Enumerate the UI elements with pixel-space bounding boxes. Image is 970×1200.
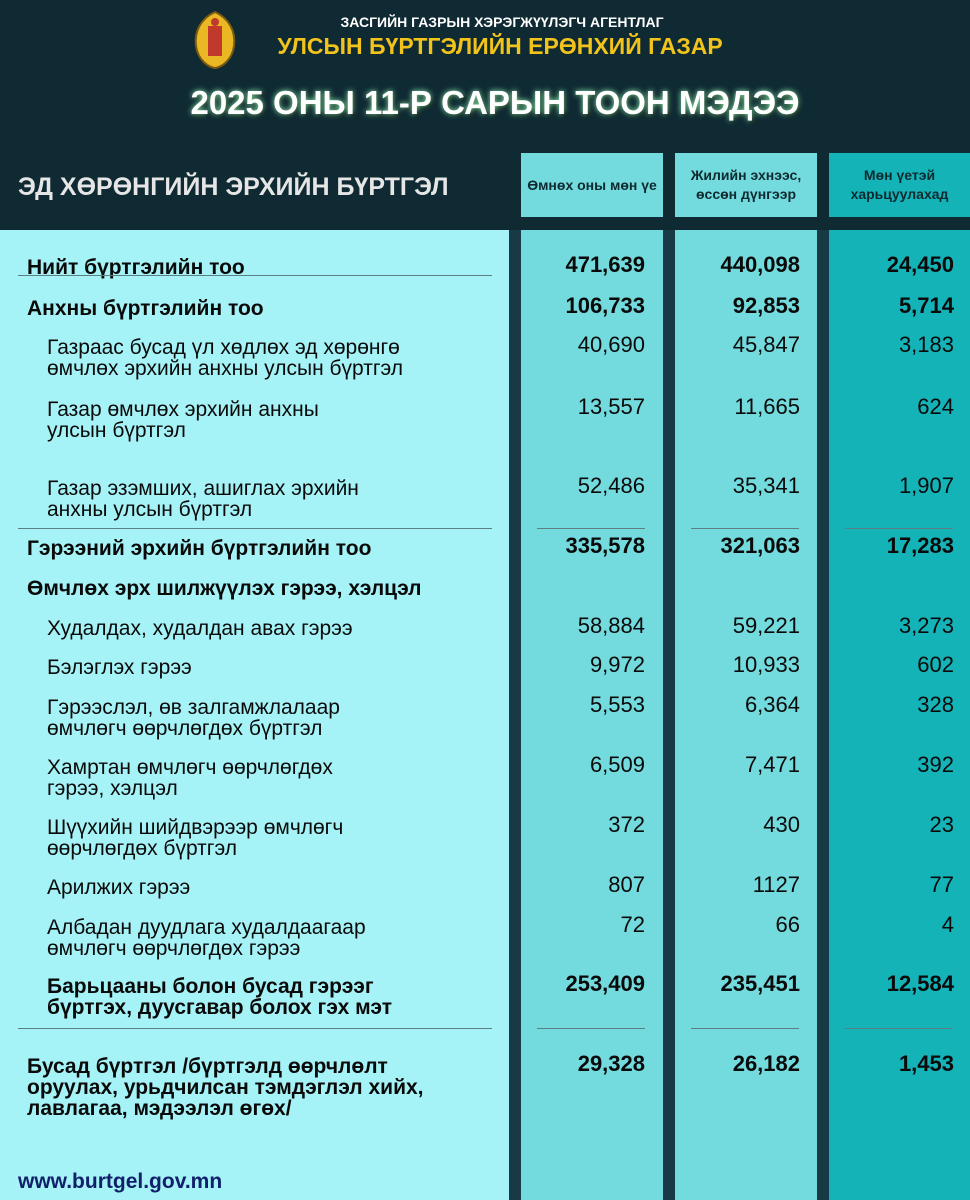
row-label: улсын бүртгэл (47, 419, 186, 442)
cell-value: 92,853 (732, 293, 800, 318)
column-rule (537, 1028, 645, 1029)
row-label: бүртгэх, дуусгавар болох гэх мэт (47, 996, 393, 1019)
section-title: ЭД ХӨРӨНГИЙН ЭРХИЙН БҮРТГЭЛ (18, 173, 449, 201)
cell-value: 26,182 (732, 1051, 800, 1076)
cell-value: 3,183 (898, 332, 954, 357)
cell-value: 5,553 (589, 692, 645, 717)
cell-value: 13,557 (577, 394, 645, 419)
column-header: Өмнөх оны мөн үе (521, 153, 663, 217)
row-label: Газар өмчлөх эрхийн анхны (47, 398, 319, 421)
cell-value: 40,690 (577, 332, 645, 357)
cell-value: 6,364 (744, 692, 800, 717)
column-rule (845, 528, 953, 529)
column-gap (817, 230, 829, 1200)
cell-value: 6,509 (589, 752, 645, 777)
row-label: Гэрээний эрхийн бүртгэлийн тоо (27, 537, 372, 560)
column-gap (509, 230, 521, 1200)
column-rule (845, 1028, 953, 1029)
column-header: Мөн үетэй харьцуулахад (829, 153, 970, 217)
row-label: Албадан дуудлага худалдаагаар (47, 916, 366, 939)
cell-value: 58,884 (577, 613, 645, 638)
cell-value: 35,341 (732, 473, 800, 498)
cell-value: 11,665 (734, 394, 800, 419)
row-label: Гэрээслэл, өв залгамжлалаар (47, 696, 340, 719)
cell-value: 1,907 (898, 473, 954, 498)
cell-value: 372 (608, 812, 645, 837)
row-label: өөрчлөгдөх бүртгэл (47, 837, 237, 860)
row-label: лавлагаа, мэдээлэл өгөх/ (27, 1097, 292, 1120)
cell-value: 440,098 (720, 252, 800, 277)
row-label: оруулах, урьдчилсан тэмдэглэл хийх, (27, 1076, 424, 1099)
cell-value: 9,972 (589, 652, 645, 677)
agency-line: ЗАСГИЙН ГАЗРЫН ХЭРЭГЖҮҮЛЭГЧ АГЕНТЛАГ (340, 14, 664, 30)
cell-value: 45,847 (732, 332, 800, 357)
row-label: Хамртан өмчлөгч өөрчлөгдөх (47, 756, 333, 779)
cell-value: 10,933 (732, 652, 800, 677)
cell-value: 77 (929, 872, 954, 897)
column-rule (691, 528, 799, 529)
cell-value: 23 (929, 812, 954, 837)
column-rule (691, 1028, 799, 1029)
cell-value: 29,328 (577, 1051, 645, 1076)
cell-value: 235,451 (720, 971, 800, 996)
row-label: Бусад бүртгэл /бүртгэлд өөрчлөлт (27, 1055, 388, 1078)
cell-value: 106,733 (565, 293, 645, 318)
row-rule (18, 528, 492, 529)
row-label: Барьцааны болон бусад гэрээг (47, 975, 374, 998)
cell-value: 430 (763, 812, 800, 837)
logo (194, 10, 236, 70)
row-rule (18, 1028, 492, 1029)
cell-value: 5,714 (898, 293, 954, 318)
row-label: өмчлөгч өөрчлөгдөх гэрээ (47, 937, 301, 960)
row-label: анхны улсын бүртгэл (47, 498, 253, 521)
cell-value: 3,273 (898, 613, 954, 638)
row-label: гэрээ, хэлцэл (47, 777, 178, 800)
cell-value: 624 (917, 394, 954, 419)
row-label: Арилжих гэрээ (47, 876, 191, 899)
cell-value: 72 (620, 912, 645, 937)
cell-value: 321,063 (720, 533, 800, 558)
cell-value: 12,584 (886, 971, 954, 996)
cell-value: 335,578 (565, 533, 645, 558)
website: www.burtgel.gov.mn (18, 1170, 223, 1193)
cell-value: 17,283 (886, 533, 954, 558)
cell-value: 1127 (752, 872, 800, 897)
cell-value: 59,221 (732, 613, 800, 638)
row-label: Худалдах, худалдан авах гэрээ (47, 617, 353, 640)
row-label: Газар эзэмших, ашиглах эрхийн (47, 477, 359, 500)
cell-value: 4 (941, 912, 954, 937)
cell-value: 52,486 (577, 473, 645, 498)
row-rule (18, 275, 492, 276)
row-label: Нийт бүртгэлийн тоо (27, 256, 245, 279)
cell-value: 1,453 (898, 1051, 954, 1076)
column-rule (537, 528, 645, 529)
column-gap (663, 230, 675, 1200)
column-band (829, 230, 970, 1200)
page-title: 2025 ОНЫ 11-Р САРЫН ТООН МЭДЭЭ (190, 84, 800, 121)
cell-value: 807 (608, 872, 645, 897)
cell-value: 392 (917, 752, 954, 777)
cell-value: 328 (917, 692, 954, 717)
row-label: Газраас бусад үл хөдлөх эд хөрөнгө (47, 336, 400, 359)
column-band (521, 230, 663, 1200)
column-header: Жилийн эхнээс, өссөн дүнгээр (675, 153, 817, 217)
row-label: өмчлөгч өөрчлөгдөх бүртгэл (47, 717, 323, 740)
organization-name: УЛСЫН БҮРТГЭЛИЙН ЕРӨНХИЙ ГАЗАР (277, 33, 723, 59)
row-label: Бэлэглэх гэрээ (47, 656, 192, 679)
cell-value: 66 (775, 912, 800, 937)
column-band (675, 230, 817, 1200)
row-label: Өмчлөх эрх шилжүүлэх гэрээ, хэлцэл (27, 577, 422, 600)
cell-value: 471,639 (565, 252, 645, 277)
cell-value: 253,409 (565, 971, 645, 996)
row-label: Анхны бүртгэлийн тоо (27, 297, 264, 320)
cell-value: 24,450 (886, 252, 954, 277)
cell-value: 7,471 (744, 752, 800, 777)
row-label: өмчлөх эрхийн анхны улсын бүртгэл (47, 357, 404, 380)
cell-value: 602 (917, 652, 954, 677)
row-label: Шүүхийн шийдвэрээр өмчлөгч (47, 816, 344, 839)
